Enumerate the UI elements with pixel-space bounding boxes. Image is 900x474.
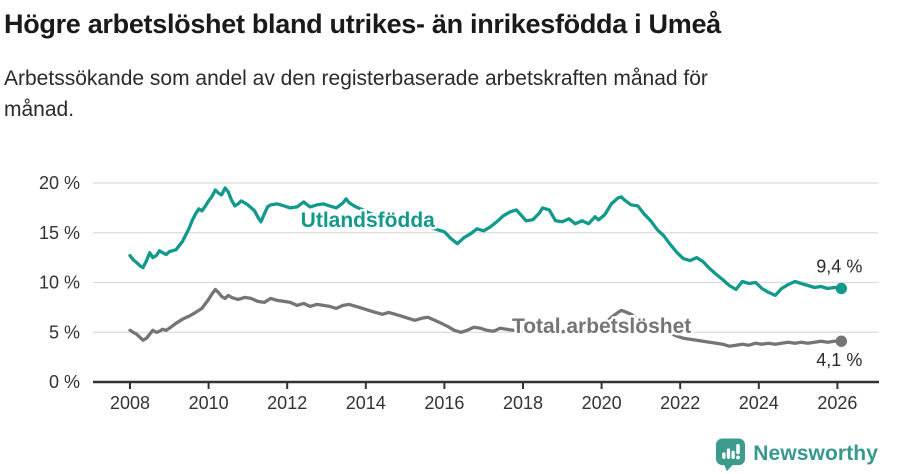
x-tick-label: 2010 — [189, 393, 229, 413]
y-tick-label: 10 % — [39, 273, 80, 293]
newsworthy-logo: Newsworthy — [715, 436, 878, 472]
x-tick-label: 2020 — [582, 393, 622, 413]
series-end-dot — [835, 335, 848, 347]
x-tick-label: 2008 — [110, 393, 150, 413]
last-value-annotation: 9,4 % — [816, 256, 862, 276]
x-tick-label: 2014 — [346, 393, 386, 413]
x-tick-label: 2018 — [503, 393, 543, 413]
chart-subtitle: Arbetssökande som andel av den registerb… — [0, 63, 900, 125]
series-label: Utlandsfödda — [301, 209, 435, 232]
newsworthy-icon — [716, 438, 746, 471]
series-end-dot — [835, 282, 848, 295]
series-label: Total arbetslöshet — [512, 315, 691, 338]
x-tick-label: 2022 — [660, 393, 700, 413]
unemployment-line-chart: 2008 2010 2012 2014 2016 2018 2020 2022 2024 2026… — [39, 173, 879, 413]
x-tick-label: 2012 — [267, 393, 307, 413]
newsworthy-wordmark: Newsworthy — [753, 442, 878, 465]
y-tick-label: 5 % — [49, 322, 80, 342]
y-tick-label: 20 % — [39, 173, 80, 193]
y-tick-label: 0 % — [49, 372, 80, 392]
series-line — [128, 186, 843, 298]
chart-subtitle-line-1: Arbetssökande som andel av den registerb… — [4, 67, 708, 90]
x-tick-label: 2016 — [424, 393, 464, 413]
y-tick-label: 15 % — [39, 223, 80, 243]
x-tick-label: 2024 — [739, 393, 779, 413]
last-value-annotation: 4,1 % — [816, 350, 862, 370]
chart-title: Högre arbetslöshet bland utrikes- än inr… — [4, 9, 721, 39]
x-tick-label: 2026 — [817, 393, 857, 413]
series-line — [128, 287, 843, 348]
chart-subtitle-line-2: månad. — [4, 98, 75, 121]
